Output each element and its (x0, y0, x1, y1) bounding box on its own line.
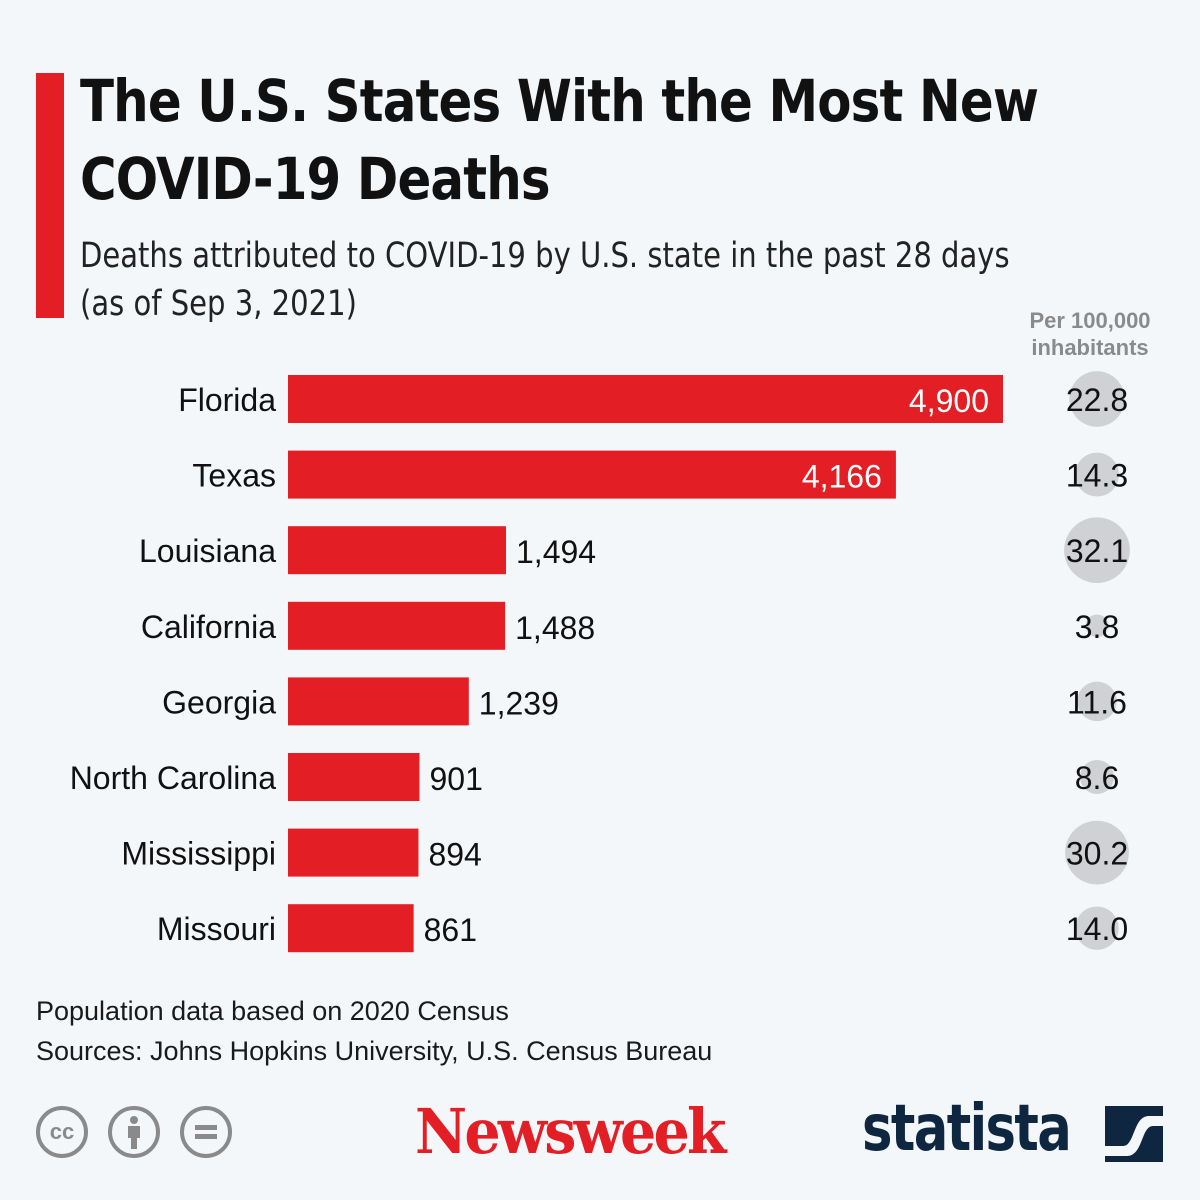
footnote: Population data based on 2020 Census (36, 996, 509, 1026)
per-capita-bubble (1085, 614, 1109, 638)
category-label: Florida (178, 382, 276, 418)
value-label: 4,900 (909, 383, 989, 419)
category-label: North Carolina (70, 760, 277, 796)
per-capita-label: 14.3 (1066, 458, 1128, 494)
chart-subtitle: Deaths attributed to COVID-19 by U.S. st… (80, 232, 1010, 328)
per-capita-label: 22.8 (1066, 382, 1128, 418)
title-text: The U.S. States With the Most New COVID-… (80, 67, 1039, 213)
bar (288, 753, 420, 801)
per-capita-label: 3.8 (1075, 609, 1119, 645)
value-label: 4,166 (802, 459, 882, 495)
bar (288, 526, 507, 575)
per-capita-header-line-2: inhabitants (1031, 335, 1149, 360)
statista-logo: statista (862, 1092, 1072, 1166)
bar (288, 601, 506, 650)
bar (288, 375, 1003, 423)
bar-chart: Florida 4,900 22.8 Texas 4,166 14.3 Louisiana 1… (70, 371, 1130, 953)
subtitle-line-2: (as of Sep 3, 2021) (80, 284, 357, 324)
statista-mark-glyph (1105, 1116, 1163, 1156)
category-label: California (141, 609, 276, 645)
per-capita-header-line-1: Per 100,000 (1029, 308, 1151, 333)
cc-icon: cc (36, 1106, 88, 1158)
category-label: Georgia (162, 684, 276, 720)
per-capita-label: 32.1 (1066, 533, 1128, 569)
per-capita-label: 8.6 (1075, 760, 1119, 796)
category-label: Texas (192, 458, 276, 494)
chart-title: The U.S. States With the Most New COVID-… (80, 62, 1039, 218)
per-capita-label: 30.2 (1066, 836, 1128, 872)
category-label: Mississippi (121, 836, 276, 872)
bar (288, 828, 419, 877)
category-label: Missouri (157, 911, 276, 947)
per-capita-bubble (1065, 820, 1129, 885)
per-capita-bubble (1064, 517, 1130, 584)
value-label: 861 (424, 912, 477, 948)
per-capita-bubble (1079, 759, 1115, 795)
category-label: Louisiana (139, 533, 276, 569)
bar (288, 904, 414, 953)
no-derivatives-icon (180, 1106, 232, 1158)
per-capita-label: 11.6 (1067, 684, 1127, 720)
per-capita-bubble (1069, 371, 1125, 427)
value-label: 901 (429, 761, 482, 797)
per-capita-bubble (1075, 906, 1119, 950)
subtitle-line-1: Deaths attributed to COVID-19 by U.S. st… (80, 236, 1010, 276)
attribution-icon (108, 1106, 160, 1158)
value-label: 1,239 (479, 685, 559, 721)
value-label: 894 (428, 837, 481, 873)
statista-logo-mark (1105, 1106, 1163, 1162)
person-glyph (128, 1116, 140, 1149)
bar (288, 677, 469, 726)
title-accent-bar (36, 73, 64, 318)
newsweek-logo: Newsweek (415, 1095, 727, 1168)
value-label: 1,488 (515, 610, 595, 646)
per-capita-bubble (1077, 681, 1117, 722)
value-label: 1,494 (516, 534, 596, 570)
per-capita-bubble (1075, 452, 1119, 497)
per-capita-label: 14.0 (1066, 911, 1128, 947)
bar (288, 450, 896, 499)
sources: Sources: Johns Hopkins University, U.S. … (36, 1036, 713, 1066)
per-capita-header: Per 100,000 inhabitants (1010, 307, 1170, 361)
equals-glyph (195, 1125, 217, 1139)
